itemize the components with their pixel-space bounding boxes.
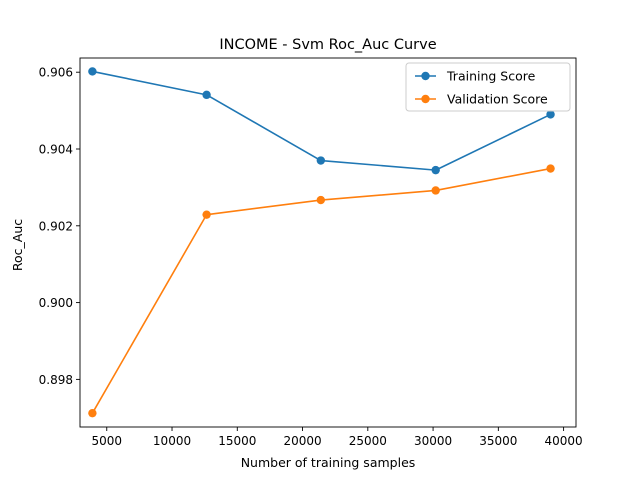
data-point [88,67,97,76]
data-point [202,210,211,219]
data-point [546,164,555,173]
x-tick-label: 15000 [218,434,256,448]
axes: 5000 10000 15000 20000 25000 30000 35000 40000 0… [39,57,583,448]
x-tick-label: 40000 [545,434,583,448]
y-axis-label: Roc_Auc [10,219,25,271]
data-point [431,186,440,195]
data-point [88,408,97,418]
y-tick-label: 0.898 [39,373,73,387]
legend-label: Training Score [446,69,536,84]
data-point [316,195,326,205]
data-point [202,90,211,100]
legend-marker [421,94,430,104]
data-point [431,165,440,175]
x-tick-label: 10000 [153,434,191,448]
plot-frame [79,57,577,428]
series-training-score [88,67,555,175]
x-tick-label: 30000 [414,434,452,448]
x-tick-label: 35000 [479,434,517,448]
legend-marker [421,71,430,81]
x-axis-label: Number of training samples [241,455,416,470]
legend-item: Validation Score [415,92,548,107]
legend-item: Training Score [415,69,536,84]
y-tick-label: 0.906 [39,66,73,80]
y-tick-label: 0.904 [39,143,73,157]
x-tick-label: 20000 [283,434,321,448]
legend-box [405,62,571,112]
chart-title: INCOME - Svm Roc_Auc Curve [219,37,436,53]
x-tick-label: 25000 [349,434,387,448]
x-tick-label: 5000 [91,434,122,448]
y-tick-label: 0.900 [39,296,73,310]
data-point [316,156,326,165]
legend: Training Score Validation Score [405,62,571,112]
y-tick-label: 0.902 [39,219,73,233]
legend-label: Validation Score [447,92,548,107]
series-validation-score [88,164,555,418]
series-layer [88,67,555,418]
data-point [546,110,555,119]
